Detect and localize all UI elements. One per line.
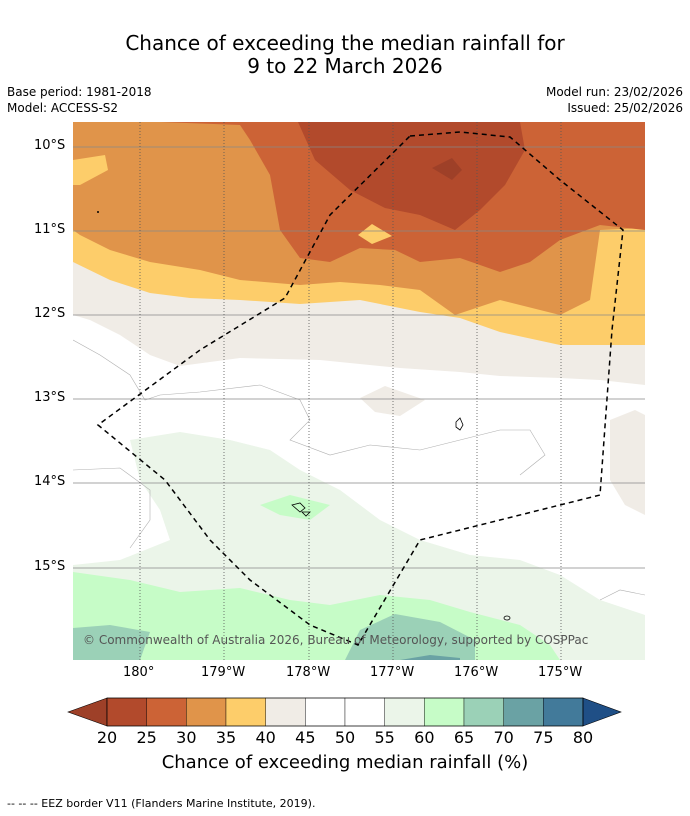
colorbar-title: Chance of exceeding median rainfall (%) <box>161 752 529 773</box>
lat-label-12s: 12°S <box>34 306 66 321</box>
issued-date: Issued: 25/02/2026 <box>567 101 683 115</box>
map-title-line2: 9 to 22 March 2026 <box>247 54 443 78</box>
band-65-70 <box>73 625 150 660</box>
copyright-notice: © Commonwealth of Australia 2026, Bureau… <box>83 633 589 647</box>
grid-lines <box>73 146 645 569</box>
colorbar-cell-30 <box>186 697 227 727</box>
colorbar-tick-35: 35 <box>215 728 237 747</box>
colorbar-cell-45 <box>305 697 346 727</box>
colorbar-tick-40: 40 <box>255 728 276 747</box>
model-run: Model run: 23/02/2026 <box>545 85 683 99</box>
map-plot-area <box>73 122 645 660</box>
colorbar-cell-40 <box>265 697 306 727</box>
eez-legend: -- -- -- EEZ border V11 (Flanders Marine… <box>7 797 316 810</box>
lat-label-14s: 14°S <box>34 474 66 489</box>
base-period: Base period: 1981-2018 <box>7 85 152 99</box>
model-name: Model: ACCESS-S2 <box>7 101 119 115</box>
lon-label-176w: 176°W <box>454 665 499 680</box>
map-title-line1: Chance of exceeding the median rainfall … <box>125 31 565 55</box>
lat-label-10s: 10°S <box>34 138 66 153</box>
colorbar-tick-75: 75 <box>533 728 554 747</box>
colorbar-tick-70: 70 <box>493 728 514 747</box>
lon-label-177w: 177°W <box>370 665 415 680</box>
colorbar-cell-50 <box>344 697 385 727</box>
colorbar-tick-65: 65 <box>453 728 475 747</box>
colorbar-cell-75 <box>543 697 584 727</box>
colorbar-tick-60: 60 <box>414 728 435 747</box>
lon-label-180: 180° <box>123 665 155 680</box>
colorbar-low-arrow <box>67 697 108 727</box>
lat-label-11s: 11°S <box>34 222 66 237</box>
colorbar-cell-35 <box>225 697 266 727</box>
colorbar-cell-55 <box>384 697 425 727</box>
lon-label-178w: 178°W <box>286 665 331 680</box>
lon-label-179w: 179°W <box>201 665 246 680</box>
lon-label-175w: 175°W <box>538 665 583 680</box>
colorbar-tick-25: 25 <box>136 728 157 747</box>
colorbar-cell-70 <box>503 697 544 727</box>
colorbar-cell-60 <box>424 697 465 727</box>
lat-label-13s: 13°S <box>34 390 66 405</box>
colorbar-cell-25 <box>146 697 187 727</box>
band-20-25 <box>298 122 525 230</box>
colorbar-tick-20: 20 <box>96 728 118 747</box>
colorbar-cell-20 <box>106 697 147 727</box>
lat-label-15s: 15°S <box>34 559 66 574</box>
colorbar-tick-50: 50 <box>334 728 356 747</box>
colorbar <box>67 697 622 727</box>
colorbar-tick-45: 45 <box>295 728 316 747</box>
colorbar-high-arrow <box>582 697 622 727</box>
colorbar-tick-80: 80 <box>572 728 594 747</box>
colorbar-cell-65 <box>463 697 504 727</box>
colorbar-tick-30: 30 <box>176 728 197 747</box>
eez-border <box>96 131 624 646</box>
colorbar-tick-55: 55 <box>374 728 395 747</box>
